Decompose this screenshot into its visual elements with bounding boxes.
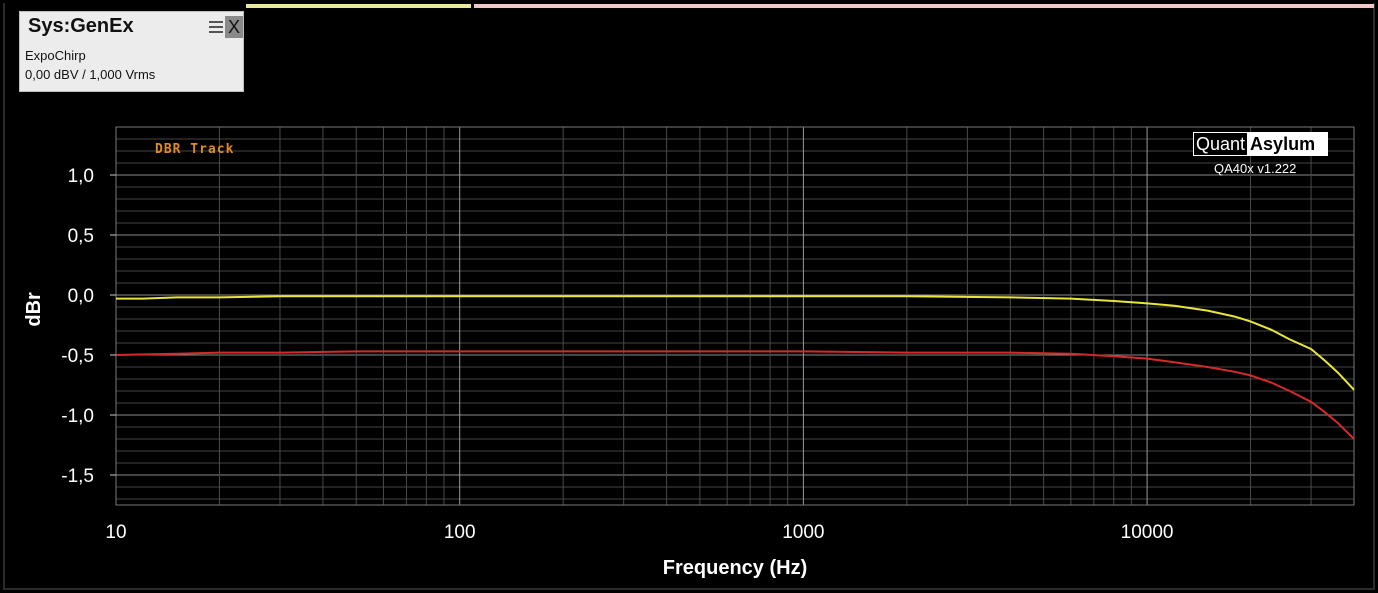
plot-area bbox=[116, 127, 1354, 505]
plot-border bbox=[115, 126, 1355, 506]
x-tick-label: 10 bbox=[105, 522, 126, 543]
generator-level: 0,00 dBV / 1,000 Vrms bbox=[25, 67, 156, 82]
x-tick-label: 1000 bbox=[782, 522, 824, 543]
trace-strip-yellow bbox=[246, 4, 471, 8]
x-axis-label: Frequency (Hz) bbox=[663, 557, 807, 579]
dbr-track-annotation: DBR Track bbox=[155, 142, 234, 157]
software-version: QA40x v1.222 bbox=[1214, 161, 1297, 176]
x-tick-label: 10000 bbox=[1121, 522, 1174, 543]
y-tick-label: -1,5 bbox=[61, 466, 94, 487]
trace-strip-red bbox=[474, 4, 1374, 8]
series-line-0 bbox=[116, 295, 1355, 391]
y-axis-label: dBr bbox=[23, 292, 45, 327]
window-frame bbox=[3, 3, 1375, 590]
logo-quant-text: Quant bbox=[1194, 133, 1248, 155]
y-tick-label: 1,0 bbox=[68, 166, 94, 187]
logo-asylum-text: Asylum bbox=[1247, 133, 1327, 155]
x-tick-label: 100 bbox=[444, 522, 476, 543]
y-tick-label: 0,0 bbox=[68, 286, 94, 307]
series-line-1 bbox=[115, 350, 1355, 440]
y-tick-label: 0,5 bbox=[68, 226, 94, 247]
y-tick-label: -0,5 bbox=[61, 346, 94, 367]
y-tick-label: -1,0 bbox=[61, 406, 94, 427]
hamburger-menu-icon[interactable] bbox=[209, 20, 223, 34]
generator-title: Sys:GenEx bbox=[28, 15, 134, 37]
generator-panel[interactable]: Sys:GenEx X ExpoChirp 0,00 dBV / 1,000 V… bbox=[19, 11, 244, 92]
generator-waveform: ExpoChirp bbox=[25, 48, 86, 63]
close-button[interactable]: X bbox=[225, 16, 243, 38]
quantasylum-logo: Quant Asylum bbox=[1193, 132, 1328, 156]
